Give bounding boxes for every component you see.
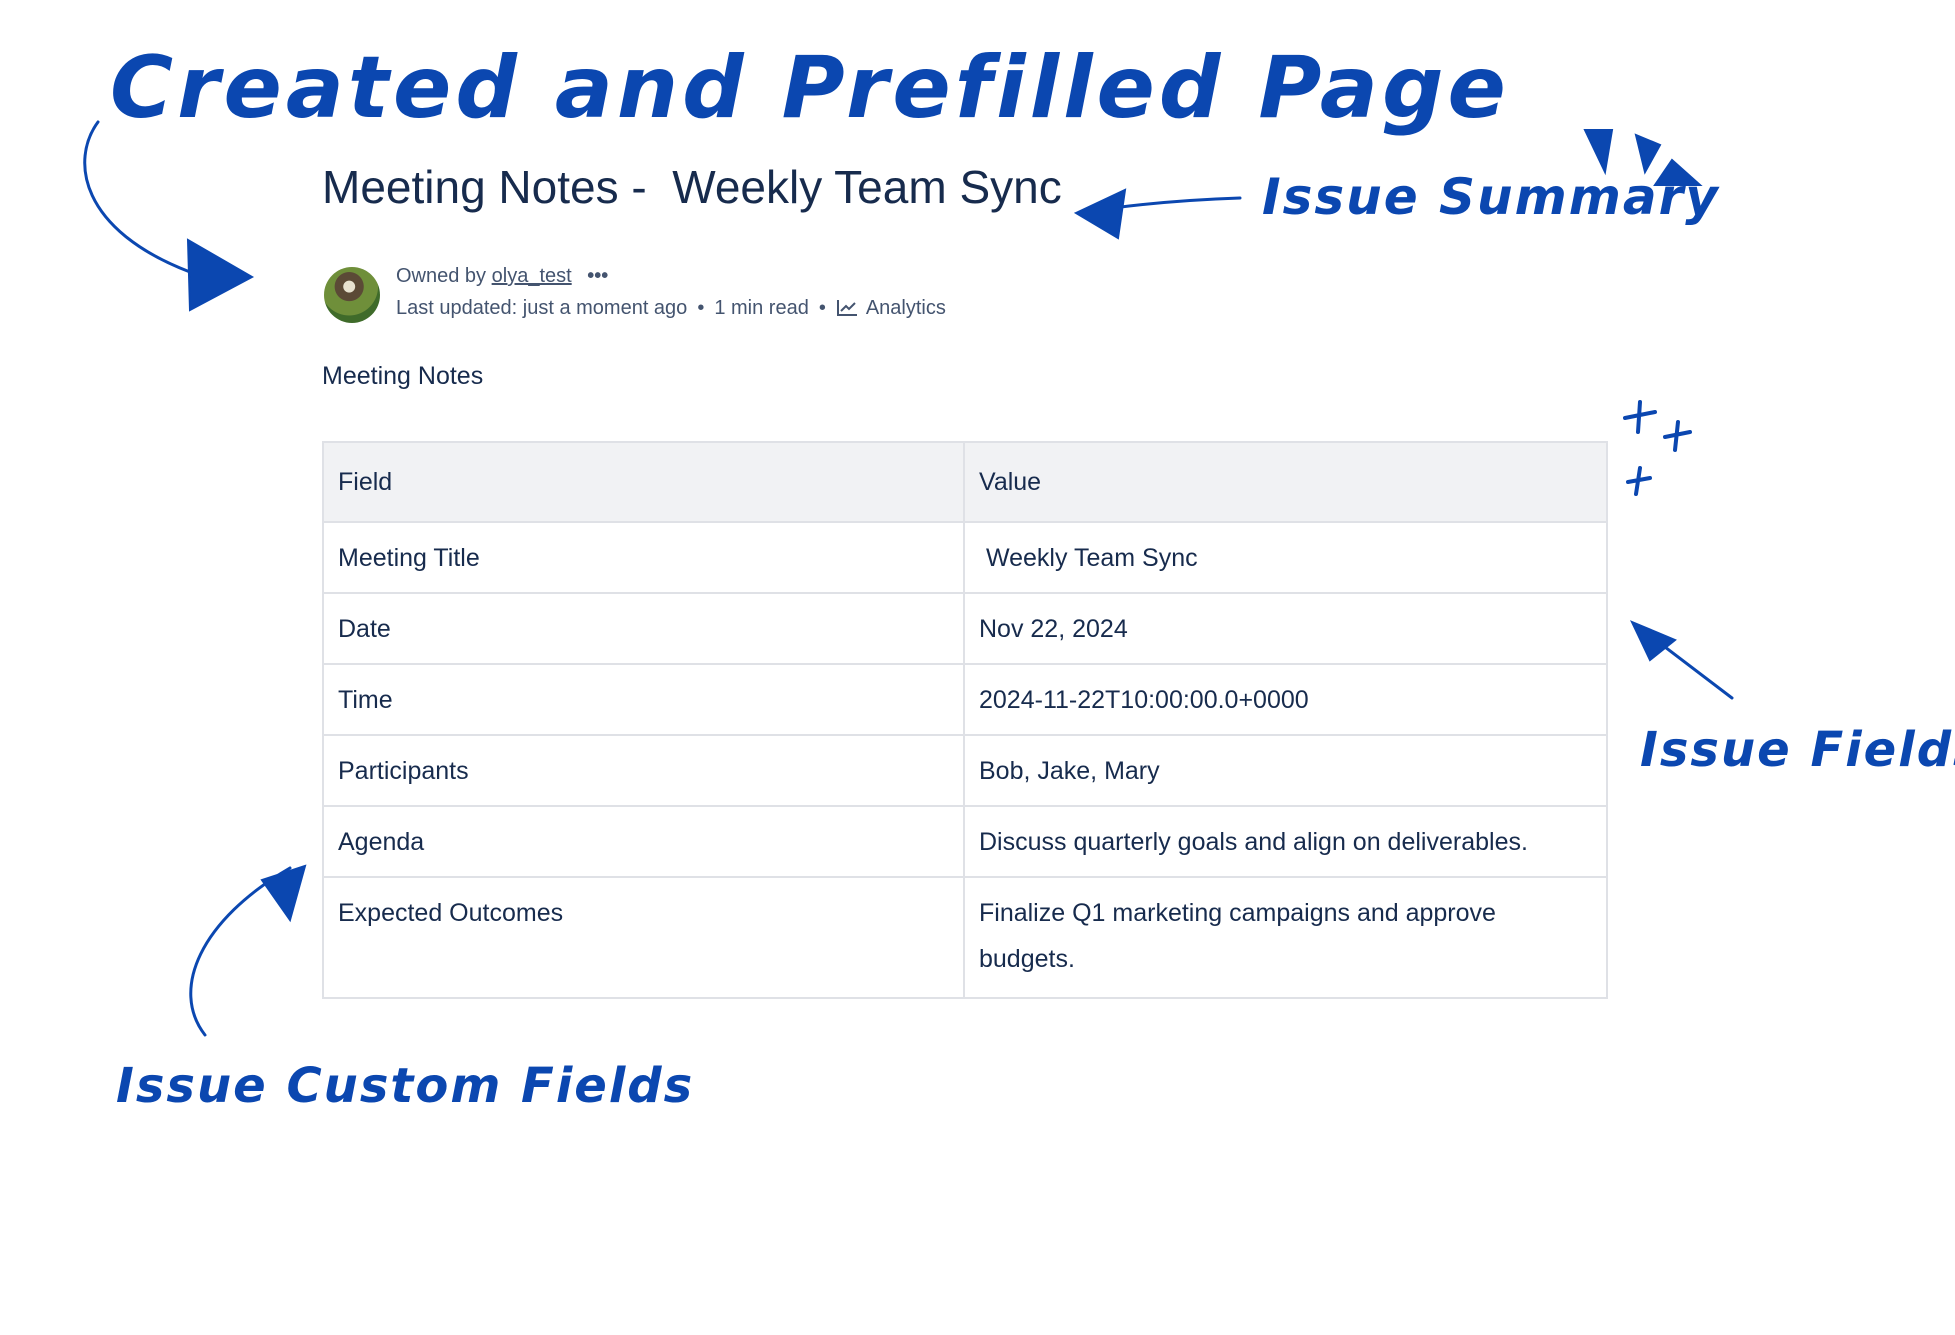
arrowhead-icon xyxy=(260,864,307,923)
table-row: Agenda Discuss quarterly goals and align … xyxy=(322,805,1608,878)
table-header-row: Field Value xyxy=(322,441,1608,523)
field-cell: Time xyxy=(322,663,965,736)
analytics-icon xyxy=(836,300,857,316)
annotation-title: Created and Prefilled Page xyxy=(110,38,1510,138)
field-cell: Meeting Title xyxy=(322,521,965,594)
table-row: Participants Bob, Jake, Mary xyxy=(322,734,1608,807)
owned-by-label: Owned by xyxy=(396,265,487,287)
table-row: Time 2024-11-22T10:00:00.0+0000 xyxy=(322,663,1608,736)
table-row: Meeting Title Weekly Team Sync xyxy=(322,521,1608,594)
column-header-value: Value xyxy=(963,441,1608,523)
value-cell: Discuss quarterly goals and align on del… xyxy=(963,805,1608,878)
annotation-issue-summary: Issue Summary xyxy=(1262,168,1720,226)
table-row: Date Nov 22, 2024 xyxy=(322,592,1608,665)
value-cell: 2024-11-22T10:00:00.0+0000 xyxy=(963,663,1608,736)
arrow-up-icon xyxy=(189,866,292,1037)
value-cell: Finalize Q1 marketing campaigns and appr… xyxy=(963,876,1608,999)
value-cell: Weekly Team Sync xyxy=(963,521,1608,594)
value-cell: Nov 22, 2024 xyxy=(963,592,1608,665)
stars-icon xyxy=(1623,400,1692,496)
analytics-link[interactable]: Analytics xyxy=(836,297,946,319)
separator-dot: • xyxy=(818,297,826,319)
section-heading: Meeting Notes xyxy=(322,362,484,390)
field-cell: Date xyxy=(322,592,965,665)
arrow-curved-icon xyxy=(83,120,192,274)
separator-dot: • xyxy=(697,297,705,319)
more-horizontal-icon[interactable]: ••• xyxy=(587,265,609,287)
avatar[interactable] xyxy=(324,267,380,323)
arrow-upleft-icon xyxy=(1638,626,1734,700)
field-cell: Expected Outcomes xyxy=(322,876,965,999)
page-title: Meeting Notes - Weekly Team Sync xyxy=(322,161,1062,213)
fields-table: Field Value Meeting Title Weekly Team Sy… xyxy=(322,441,1608,999)
sparkle-icon xyxy=(1583,129,1614,176)
column-header-field: Field xyxy=(322,441,965,523)
annotation-issue-fields: Issue Fields xyxy=(1640,722,1955,778)
arrow-left-icon xyxy=(1083,196,1242,214)
page-meta-line: Last updated: just a moment ago • 1 min re… xyxy=(396,297,946,320)
analytics-label: Analytics xyxy=(865,297,946,319)
read-time: 1 min read xyxy=(714,297,809,319)
sparkle-icon xyxy=(1634,133,1662,175)
field-cell: Agenda xyxy=(322,805,965,878)
annotation-issue-custom-fields: Issue Custom Fields xyxy=(116,1058,695,1114)
arrowhead-icon xyxy=(1629,620,1677,662)
page-owner-line: Owned by olya_test ••• xyxy=(396,265,608,288)
owner-link[interactable]: olya_test xyxy=(491,265,572,287)
last-updated: Last updated: just a moment ago xyxy=(396,297,688,319)
table-row: Expected Outcomes Finalize Q1 marketing c… xyxy=(322,876,1608,999)
value-cell: Bob, Jake, Mary xyxy=(963,734,1608,807)
field-cell: Participants xyxy=(322,734,965,807)
arrowhead-icon xyxy=(1073,188,1127,240)
arrowhead-icon xyxy=(186,238,255,312)
